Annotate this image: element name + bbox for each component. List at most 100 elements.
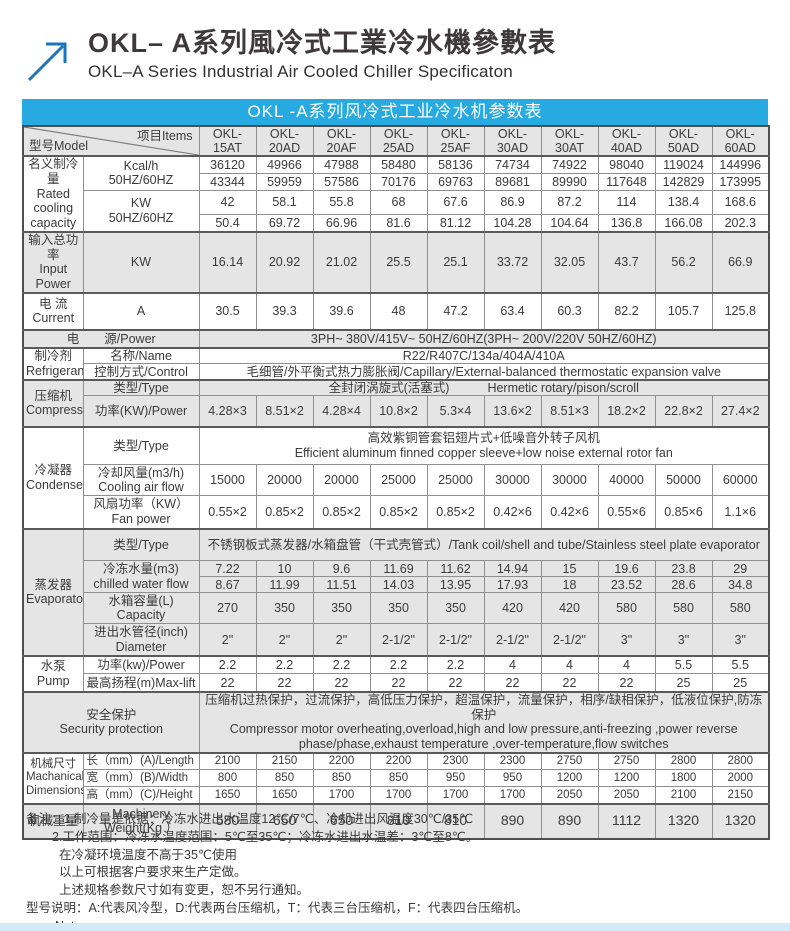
value-cell: 2.2 [312, 654, 371, 675]
value-cell: 28.6 [654, 576, 713, 594]
value-cell: 1.1×6 [711, 495, 770, 530]
value-cell: 2-1/2" [540, 623, 599, 657]
value-cell: 43344 [198, 172, 257, 191]
value-cell: 20000 [255, 464, 314, 497]
value-cell: 1112 [597, 802, 656, 840]
value-cell: 950 [483, 769, 542, 788]
spec-table: 项目Items 型号Model OKL-15AT OKL-20AD OKL-20AF… [22, 125, 770, 840]
value-cell: 25.5 [369, 230, 428, 294]
item-label-fan-power: 风扇功率（KW） Fan power [82, 495, 200, 530]
item-label-input-power-unit: KW [82, 230, 200, 294]
row-tank-capacity: 水箱容量(L) Capacity 270 350 350 350 350 420 420 58… [23, 592, 770, 625]
value-cell: 2050 [540, 786, 599, 805]
value-cell: 350 [312, 592, 371, 625]
value-cell: 27.4×2 [711, 395, 770, 428]
value-cell: 11.69 [369, 560, 428, 578]
row-kw-60hz: 50.4 69.72 66.96 81.6 81.12 104.28 104.64 136.8… [23, 214, 770, 233]
value-cell: 2100 [198, 751, 257, 771]
value-cell: 39.6 [312, 291, 371, 331]
value-cell: 15000 [198, 464, 257, 497]
value-cell: 114 [597, 189, 656, 216]
value-cell: 10.8×2 [369, 395, 428, 428]
value-cell: 17.93 [483, 576, 542, 594]
group-label-pump: 水泵 Pump [22, 654, 84, 693]
note-line: 以上可根据客户要求来生产定做。 [59, 865, 247, 880]
value-cell: 30000 [483, 464, 542, 497]
group-label-weight: 机械重量 [22, 802, 84, 840]
value-cell: 22 [540, 673, 599, 693]
value-cell: 14.94 [483, 560, 542, 578]
row-refrigerant-control: 控制方式/Control 毛细管/外平衡式热力膨胀阀/Capillary/Ext… [23, 363, 770, 381]
value-cell: 20.92 [255, 230, 314, 294]
value-power-supply: 3PH~ 380V/415V~ 50HZ/60HZ(3PH~ 200V/220V… [198, 328, 770, 349]
value-cell: 2000 [711, 769, 770, 788]
value-cell: 2800 [654, 751, 713, 771]
value-cell: 98040 [597, 155, 656, 174]
value-cell: 850 [312, 769, 371, 788]
value-cell: 58.1 [255, 189, 314, 216]
row-condenser-airflow: 冷却风量(m3/h) Cooling air flow 15000 20000 20… [23, 464, 770, 497]
row-kw-50hz: KW 50HZ/60HZ 42 58.1 55.8 68 67.6 86.9 87.2 114… [23, 189, 770, 233]
value-cell: 1320 [654, 802, 713, 840]
value-cell: 3" [597, 623, 656, 657]
value-cell: 3" [711, 623, 770, 657]
value-cell: 2.2 [198, 654, 257, 675]
value-cell: 2-1/2" [426, 623, 485, 657]
value-cell: 25 [654, 673, 713, 693]
value-cell: 25.1 [426, 230, 485, 294]
row-condenser-fan: 风扇功率（KW） Fan power 0.55×2 0.85×2 0.85×2 0.8… [23, 495, 770, 530]
row-refrigerant-name: 制冷剂 Refrigerant 名称/Name R22/R407C/134a/4… [22, 346, 770, 381]
value-evaporator-type: 不锈钢板式蒸发器/水箱盘管（干式壳管式）/Tank coil/shell and… [198, 527, 770, 562]
value-cell: 0.85×2 [255, 495, 314, 530]
value-cell: OKL-40AD [597, 125, 656, 157]
notes-block: 备注：1.制冷量是依据：冷冻水进出水温度12℃/7℃、冷却进出风温度30℃/35… [26, 811, 528, 931]
value-cell: 47.2 [426, 291, 485, 331]
value-cell: 34.8 [711, 576, 770, 594]
value-cell: 0.55×6 [597, 495, 656, 530]
value-cell: 32.05 [540, 230, 599, 294]
value-cell: 33.72 [483, 230, 542, 294]
value-cell: 8.51×3 [540, 395, 599, 428]
row-pump-lift: 最高扬程(m)Max-lift 22 22 22 22 22 22 22 22 25 25 [23, 673, 770, 693]
value-cell: 2750 [597, 751, 656, 771]
note-line: 型号说明：A:代表风冷型，D:代表两台压缩机，T：代表三台压缩机，F：代表四台压… [26, 900, 529, 915]
row-evaporator-type: 蒸发器 Evaporator 类型/Type 不锈钢板式蒸发器/水箱盘管（干式壳… [22, 527, 770, 657]
value-cell: 2150 [711, 786, 770, 805]
value-cell: 136.8 [597, 214, 656, 233]
value-cell: 0.42×6 [540, 495, 599, 530]
row-power-supply: 电 源/Power 3PH~ 380V/415V~ 50HZ/60HZ(3PH~… [22, 328, 770, 349]
value-cell: 60000 [711, 464, 770, 497]
value-cell: OKL-60AD [711, 125, 770, 157]
value-cell: 2" [198, 623, 257, 657]
row-input-power: 输入总功率 Input Power KW 16.14 20.92 21.02 25.5… [22, 230, 770, 294]
value-cell: 119024 [654, 155, 713, 174]
value-cell: 59959 [255, 172, 314, 191]
note-line: 上述规格参数尺寸如有变更，恕不另行通知。 [59, 883, 310, 897]
value-cell: 580 [597, 592, 656, 625]
value-cell: 2150 [255, 751, 314, 771]
value-cell: 810 [426, 802, 485, 840]
row-length: 机械尺寸 Machanical Dimensions 长（mm）(A)/Leng… [22, 751, 770, 805]
value-cell: 142829 [654, 172, 713, 191]
models-header-row: 项目Items 型号Model OKL-15AT OKL-20AD OKL-20AF… [22, 125, 770, 157]
value-cell: 70176 [369, 172, 428, 191]
value-cell: 1700 [483, 786, 542, 805]
value-cell: 2" [255, 623, 314, 657]
value-cell: 2-1/2" [369, 623, 428, 657]
value-cell: 105.7 [654, 291, 713, 331]
value-cell: 7.22 [198, 560, 257, 578]
value-cell: 66.96 [312, 214, 371, 233]
value-cell: 3" [654, 623, 713, 657]
item-label-kw: KW 50HZ/60HZ [82, 189, 200, 233]
value-cell: 13.95 [426, 576, 485, 594]
group-label-evaporator: 蒸发器 Evaporator [22, 527, 84, 657]
value-cell: 22 [255, 673, 314, 693]
row-width: 宽（mm）(B)/Width 800 850 850 850 950 950 1200 120… [23, 769, 770, 788]
value-cell: 5.3×4 [426, 395, 485, 428]
value-cell: 2.2 [255, 654, 314, 675]
value-cell: 0.55×2 [198, 495, 257, 530]
value-cell: 420 [540, 592, 599, 625]
item-label-compressor-power: 功率(KW)/Power [82, 395, 200, 428]
row-current: 电 流 Current A 30.5 39.3 39.6 48 47.2 63.4 60.3… [22, 291, 770, 331]
